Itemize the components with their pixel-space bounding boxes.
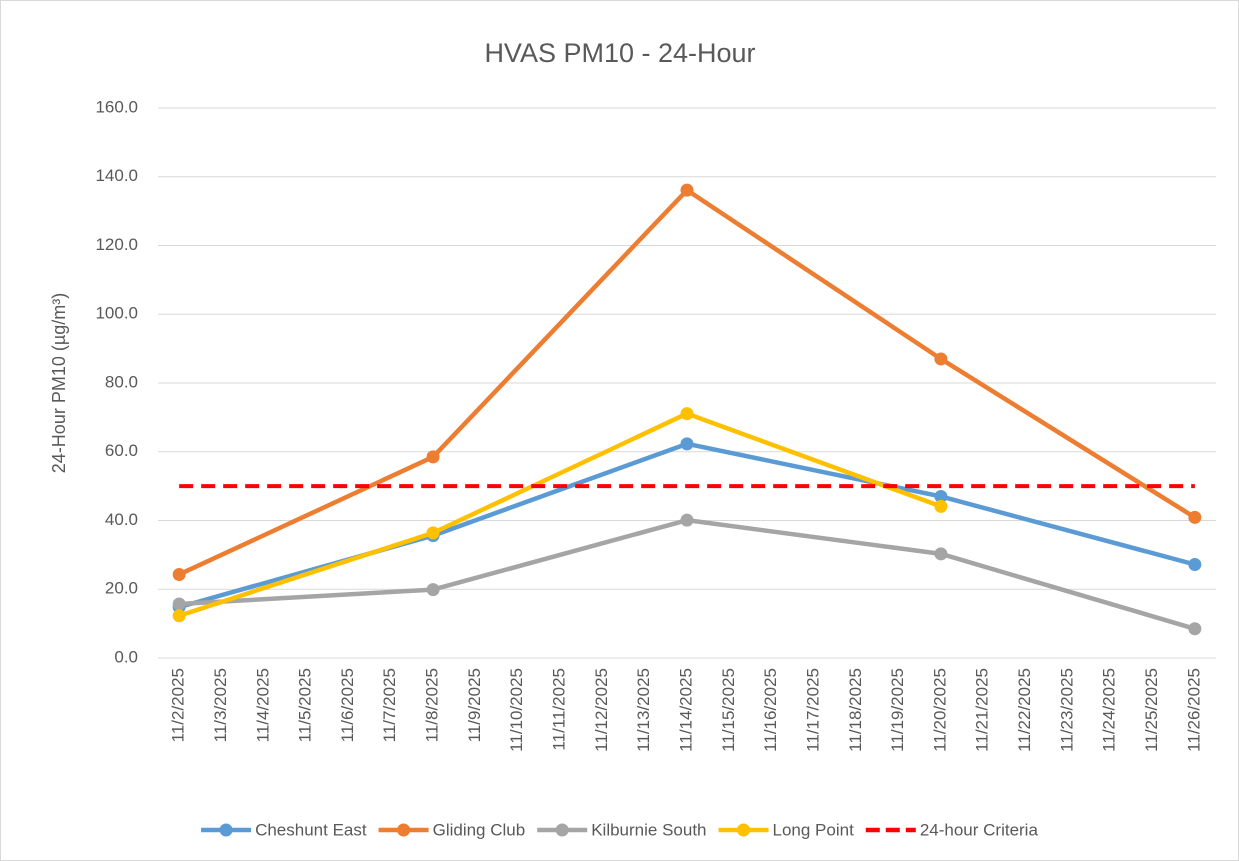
data-point (1188, 510, 1202, 524)
legend-marker (219, 823, 233, 837)
legend-item: Kilburnie South (537, 820, 707, 839)
x-tick-label: 11/14/2025 (676, 668, 695, 752)
data-point (172, 567, 186, 581)
x-tick-label: 11/10/2025 (507, 668, 526, 752)
legend-marker (555, 823, 569, 837)
x-tick-label: 11/20/2025 (930, 668, 949, 752)
x-tick-label: 11/5/2025 (296, 668, 315, 742)
x-tick-label: 11/3/2025 (211, 668, 230, 742)
y-tick-label: 20.0 (105, 579, 138, 598)
y-tick-label: 60.0 (105, 441, 138, 460)
y-tick-label: 100.0 (95, 304, 138, 323)
data-point (680, 183, 694, 197)
legend-label: Kilburnie South (591, 820, 706, 839)
chart-title: HVAS PM10 - 24-Hour (484, 38, 755, 68)
y-tick-label: 160.0 (95, 97, 138, 116)
x-tick-label: 11/21/2025 (973, 668, 992, 752)
y-tick-label: 80.0 (105, 372, 138, 391)
legend-item: 24-hour Criteria (865, 820, 1039, 839)
legend-label: Gliding Club (433, 820, 526, 839)
x-tick-label: 11/11/2025 (550, 668, 569, 751)
legend-item: Cheshunt East (201, 820, 367, 839)
x-tick-label: 11/4/2025 (253, 668, 272, 742)
data-point (680, 437, 694, 451)
y-tick-label: 0.0 (114, 647, 138, 666)
x-tick-label: 11/23/2025 (1057, 668, 1076, 752)
legend: Cheshunt East Gliding Club Kilburnie South… (201, 820, 1038, 839)
x-tick-label: 11/16/2025 (761, 668, 780, 752)
legend-label: Cheshunt East (255, 820, 367, 839)
x-tick-label: 11/12/2025 (592, 668, 611, 752)
x-tick-label: 11/2/2025 (169, 668, 188, 742)
legend-marker (397, 823, 411, 837)
x-tick-label: 11/17/2025 (803, 668, 822, 752)
data-point (934, 499, 948, 513)
data-point (934, 547, 948, 561)
data-point (1188, 622, 1202, 636)
x-tick-label: 11/22/2025 (1015, 668, 1034, 752)
data-point (680, 513, 694, 527)
x-tick-label: 11/18/2025 (846, 668, 865, 752)
series-line (178, 411, 942, 618)
x-tick-label: 11/19/2025 (888, 668, 907, 752)
data-point (1188, 558, 1202, 571)
x-tick-label: 11/13/2025 (634, 668, 653, 752)
x-tick-label: 11/7/2025 (380, 668, 399, 742)
data-point (426, 526, 440, 540)
data-point (934, 352, 948, 366)
x-tick-label: 11/24/2025 (1100, 668, 1119, 752)
legend-marker (737, 823, 751, 837)
legend-item: Gliding Club (378, 820, 526, 839)
data-point (426, 583, 440, 597)
y-axis-label: 24-Hour PM10 (µg/m³) (49, 293, 69, 473)
legend-label: Long Point (773, 820, 855, 839)
y-tick-label: 140.0 (95, 166, 138, 185)
x-tick-label: 11/15/2025 (719, 668, 738, 752)
y-tick-label: 120.0 (95, 235, 138, 254)
x-tick-label: 11/26/2025 (1184, 668, 1203, 752)
x-tick-label: 11/6/2025 (338, 668, 357, 742)
y-tick-label: 40.0 (105, 510, 138, 529)
data-point (426, 450, 440, 464)
legend-item: Long Point (718, 820, 855, 839)
legend-label: 24-hour Criteria (920, 820, 1039, 839)
x-tick-label: 11/8/2025 (423, 668, 442, 742)
data-point (172, 597, 186, 611)
data-point (934, 489, 948, 503)
data-point (680, 407, 694, 421)
data-point (172, 609, 186, 623)
x-tick-label: 11/9/2025 (465, 668, 484, 742)
x-tick-label: 11/25/2025 (1142, 668, 1161, 752)
